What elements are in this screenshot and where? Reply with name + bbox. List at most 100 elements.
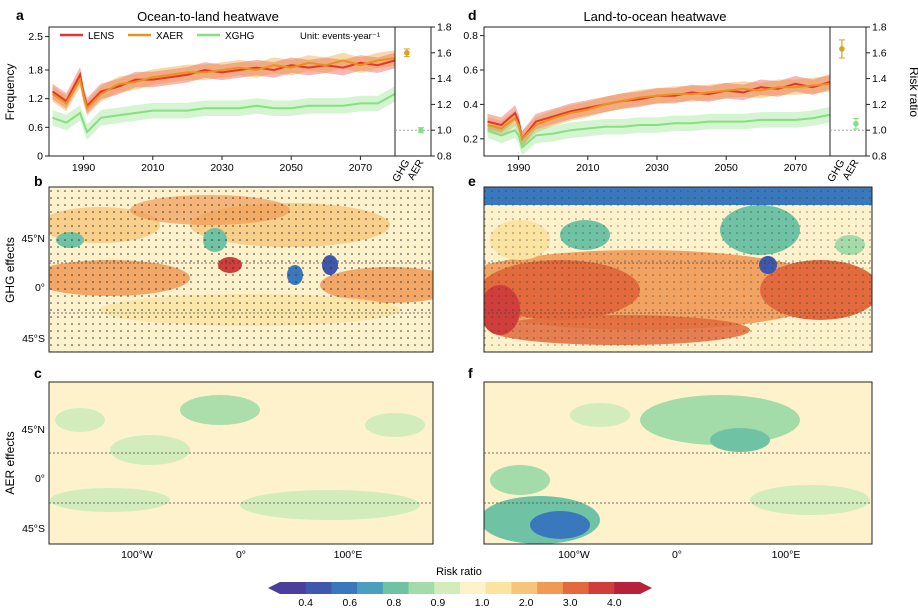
rr-y-tick-label: 0.8: [872, 151, 887, 163]
x-tick-label: 2010: [141, 162, 165, 174]
x-tick-label: 1990: [72, 162, 96, 174]
lat-tick-45s: 45°S: [22, 333, 45, 345]
x-tick-label: 2070: [349, 162, 373, 174]
colorbar-segment: [511, 582, 538, 594]
rr-y-tick-label: 1.8: [437, 22, 452, 34]
panel-a-title: Ocean-to-land heatwave: [137, 9, 279, 24]
lon-tick-0: 0°: [672, 549, 682, 561]
rr-point-ghg: [404, 50, 410, 56]
band-xghg: [52, 86, 395, 140]
lat-tick-45s: 45°S: [22, 523, 45, 535]
lat-tick-45n: 45°N: [22, 424, 45, 436]
colorbar-tick-label: 3.0: [563, 597, 578, 608]
y-tick-label: 0.2: [463, 133, 478, 145]
legend-label-xghg: XGHG: [225, 31, 255, 42]
y-tick-label: 0.6: [28, 122, 43, 134]
panel-d: 1990 2010 2030 2050 2070 0.2 0.4 0.6 0.8: [463, 26, 831, 174]
colorbar-segment: [305, 582, 332, 594]
lat-tick-0: 0°: [35, 473, 45, 485]
y-tick-label: 0.4: [463, 99, 478, 111]
colorbar-segment: [382, 582, 410, 594]
panel-letter-b: b: [34, 173, 43, 189]
x-tick-label: 2030: [645, 162, 669, 174]
lat-tick-0: 0°: [35, 282, 45, 294]
colorbar-extend-low: [268, 582, 280, 594]
row-b-label: GHG effects: [3, 237, 17, 303]
y-tick-label: 0: [37, 151, 43, 163]
rr-point-aer: [418, 127, 424, 133]
rr-y-tick-label: 1.0: [872, 125, 887, 137]
legend: LENS XAER XGHG: [60, 31, 255, 42]
colorbar-tick-label: 2.0: [519, 597, 534, 608]
map-f-frame: [483, 381, 873, 545]
legend-label-lens: LENS: [88, 31, 114, 42]
rr-point-aer: [853, 120, 859, 127]
series-line-xghg: [487, 113, 830, 150]
map-c: [48, 381, 434, 545]
colorbar-tick-label: 0.6: [342, 597, 357, 608]
colorbar-segment: [408, 582, 435, 594]
rr-y-tick-label: 1.4: [872, 73, 887, 85]
panel-d-title: Land-to-ocean heatwave: [583, 9, 726, 24]
x-tick-label: 2010: [576, 162, 600, 174]
colorbar-segment: [537, 582, 564, 594]
colorbar-title: Risk ratio: [436, 566, 482, 578]
rr-y-tick-label: 0.8: [437, 151, 452, 163]
colorbar-segment: [280, 582, 307, 594]
series-line-xaer: [51, 57, 395, 111]
y-tick-label: 1.2: [28, 93, 43, 105]
colorbar-tick-label: 4.0: [607, 597, 622, 608]
panel-a: 1990 2010 2030 2050 2070 0 0.6 1.2 1.8 2.5 LENS X…: [28, 26, 396, 174]
lat-ticks-c: 45°N 0° 45°S: [22, 424, 45, 535]
lon-tick-100e: 100°E: [772, 549, 801, 561]
lon-tick-0: 0°: [236, 549, 246, 561]
left-ylabel: Frequency: [3, 64, 17, 121]
rr-x-label: AER: [405, 157, 426, 182]
panel-letter-f: f: [468, 365, 473, 381]
band-xghg: [487, 107, 830, 156]
lat-tick-45n: 45°N: [22, 233, 45, 245]
panel-letter-d: d: [468, 7, 477, 23]
y-tick-label: 2.5: [28, 31, 43, 43]
lon-tick-100w: 100°W: [558, 549, 590, 561]
lat-ticks-b: 45°N 0° 45°S: [22, 233, 45, 345]
unit-label: Unit: events·year⁻¹: [300, 31, 380, 42]
rr-y-tick-label: 1.4: [437, 73, 452, 85]
colorbar-tick-label: 0.4: [298, 597, 313, 608]
colorbar-segment: [434, 582, 461, 594]
map-c-frame: [48, 381, 434, 545]
panel-d-rr-frame: [829, 26, 867, 157]
rr-x-label: AER: [840, 157, 861, 182]
panel-letter-c: c: [34, 365, 42, 381]
series-line-xghg: [52, 93, 395, 134]
series-line-xaer: [487, 82, 830, 141]
map-b: [48, 186, 434, 353]
map-e: [483, 186, 873, 353]
x-tick-label: 2030: [210, 162, 234, 174]
colorbar-segment: [460, 582, 487, 594]
colorbar-segment: [357, 582, 384, 594]
rr-y-tick-label: 1.0: [437, 125, 452, 137]
colorbar-tick-label: 0.8: [387, 597, 402, 608]
y-tick-label: 0.6: [463, 65, 478, 77]
colorbar-tick-label: 0.9: [431, 597, 446, 608]
row-c-label: AER effects: [3, 431, 17, 494]
colorbar: 0.4 0.6 0.8 0.9 1.0 2.0 3.0 4.0: [268, 582, 652, 608]
lon-tick-100w: 100°W: [121, 549, 153, 561]
lon-ticks-f: 100°W 0° 100°E: [558, 549, 800, 561]
rr-point-ghg: [839, 46, 845, 52]
rr-y-tick-label: 1.2: [437, 99, 452, 111]
lon-ticks-c: 100°W 0° 100°E: [121, 549, 362, 561]
map-f: [483, 381, 873, 545]
colorbar-segment: [588, 582, 615, 594]
panel-a-rr-frame: [394, 26, 432, 157]
rr-y-tick-label: 1.6: [437, 47, 452, 59]
colorbar-segment: [562, 582, 590, 594]
colorbar-segment: [331, 582, 358, 594]
map-e-frame: [483, 186, 873, 353]
y-tick-label: 1.8: [28, 65, 43, 77]
legend-label-xaer: XAER: [156, 31, 183, 42]
